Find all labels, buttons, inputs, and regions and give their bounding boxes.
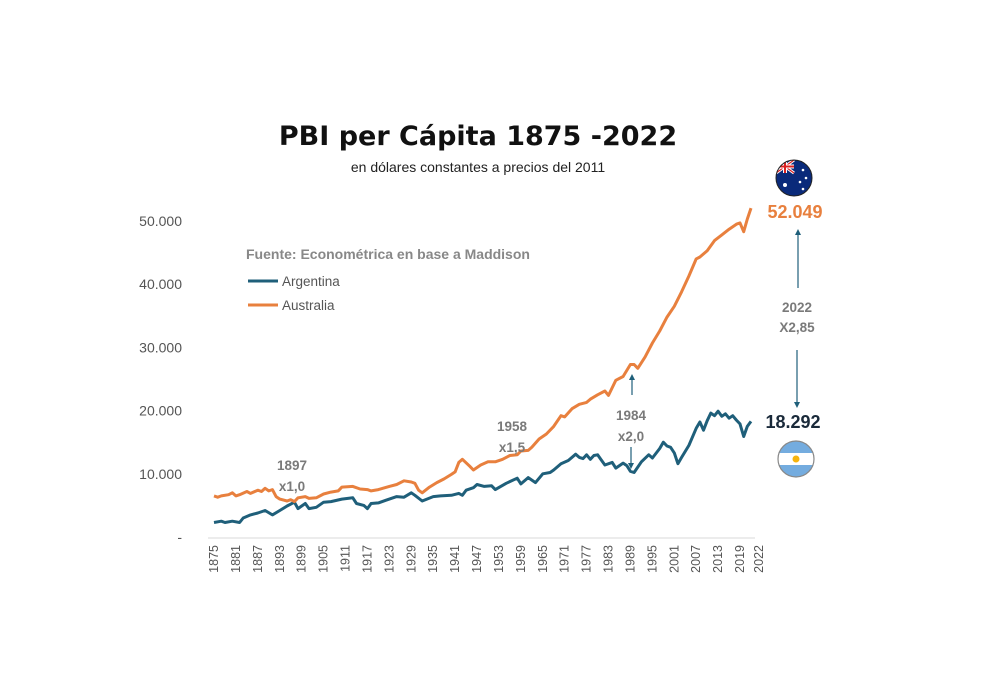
legend: Argentina Australia: [248, 274, 340, 313]
x-tick-label: 1905: [317, 545, 331, 573]
annotation-1958-year: 1958: [497, 419, 528, 434]
x-tick-label: 2013: [711, 545, 725, 573]
argentina-end-value: 18.292: [765, 412, 820, 432]
x-tick-label: 1929: [404, 545, 418, 573]
x-tick-label: 1965: [536, 545, 550, 573]
chart-title: PBI per Cápita 1875 -2022: [279, 121, 677, 152]
x-tick-label: 1935: [426, 545, 440, 573]
legend-label-argentina: Argentina: [282, 274, 340, 289]
x-tick-label: 1959: [514, 545, 528, 573]
x-tick-label: 1917: [360, 545, 374, 573]
y-tick-label: 10.000: [139, 466, 182, 482]
x-tick-label: 1971: [558, 545, 572, 573]
x-tick-label: 1893: [273, 545, 287, 573]
y-tick-label: 30.000: [139, 339, 182, 355]
y-tick-label: -: [177, 529, 182, 545]
x-tick-label: 1947: [470, 545, 484, 573]
annotation-2022-ratio: X2,85: [779, 320, 815, 335]
annotation-1897-year: 1897: [277, 458, 307, 473]
x-tick-label: 1887: [251, 545, 265, 573]
annotation-1897-ratio: x1,0: [279, 479, 305, 494]
annotation-1984-ratio: x2,0: [618, 429, 644, 444]
australia-flag-icon: [775, 159, 813, 197]
x-tick-label: 1923: [382, 545, 396, 573]
y-tick-label: 50.000: [139, 213, 182, 229]
x-tick-label: 1875: [207, 545, 221, 573]
x-tick-label: 1911: [339, 545, 353, 572]
series-line-argentina: [213, 409, 753, 524]
y-tick-label: 40.000: [139, 276, 182, 292]
y-tick-label: 20.000: [139, 403, 182, 419]
annotation-1984-year: 1984: [616, 408, 647, 423]
x-tick-label: 2001: [667, 545, 681, 573]
series-line-australia: [213, 207, 753, 504]
x-tick-label: 1881: [229, 545, 243, 573]
x-tick-label: 1989: [623, 545, 637, 573]
x-tick-label: 1995: [645, 545, 659, 573]
annotation-1958-ratio: x1,5: [499, 440, 526, 455]
x-tick-label: 1977: [580, 545, 594, 573]
source-note: Fuente: Econométrica en base a Maddison: [246, 246, 530, 262]
australia-end-value: 52.049: [767, 202, 822, 222]
chart-subtitle: en dólares constantes a precios del 2011: [351, 159, 605, 175]
x-tick-label: 1953: [492, 545, 506, 573]
annotation-2022-year: 2022: [782, 300, 812, 315]
legend-label-australia: Australia: [282, 298, 335, 313]
x-tick-label: 2022: [752, 545, 766, 573]
x-tick-label: 1941: [448, 545, 462, 573]
argentina-flag-icon: [777, 440, 815, 478]
x-tick-label: 2007: [689, 545, 703, 573]
x-tick-label: 1899: [295, 545, 309, 573]
x-tick-label: 2019: [733, 545, 747, 573]
x-tick-label: 1983: [602, 545, 616, 573]
